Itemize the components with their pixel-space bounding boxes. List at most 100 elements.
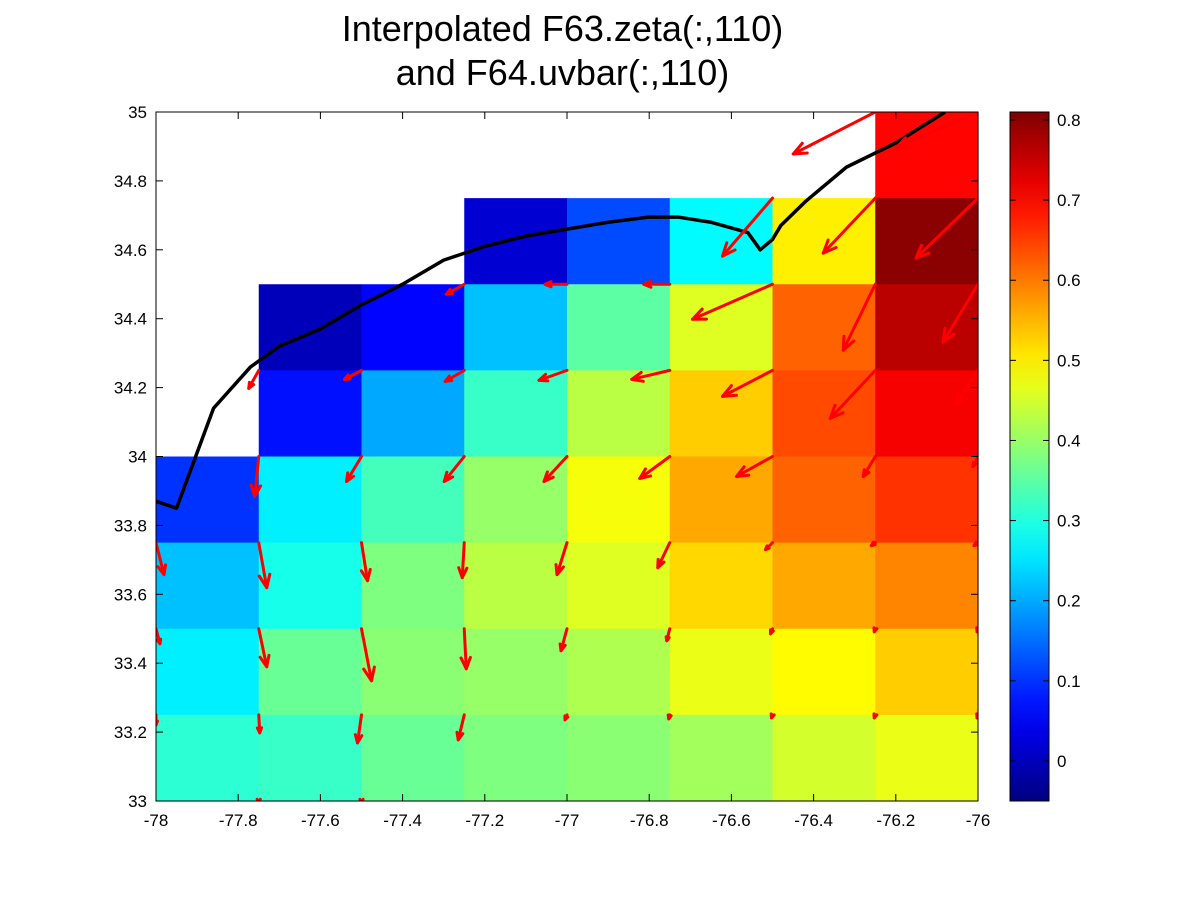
velocity-vector: [249, 455, 263, 498]
velocity-vector: [360, 627, 376, 683]
colorbar-tick-label: 0.5: [1057, 351, 1081, 370]
velocity-vector: [353, 713, 364, 745]
x-tick-label: -77.6: [301, 811, 340, 830]
velocity-vector: [861, 455, 877, 478]
heatmap-cell: [361, 542, 465, 630]
heatmap-cell: [875, 456, 979, 544]
x-tick-label: -76.8: [630, 811, 669, 830]
velocity-vector: [247, 368, 261, 390]
velocity-vector: [954, 368, 978, 407]
velocity-vector: [914, 196, 978, 260]
heatmap-cell: [669, 456, 774, 544]
y-tick-label: 35: [128, 103, 147, 122]
y-tick-label: 34.2: [114, 379, 147, 398]
heatmap-cell: [258, 714, 363, 802]
velocity-vector: [442, 455, 466, 483]
heatmap-cell: [567, 284, 671, 371]
velocity-vector: [443, 368, 466, 383]
x-tick-label: -76: [966, 811, 991, 830]
heatmap-cell: [361, 628, 465, 716]
heatmap-cell: [875, 112, 979, 199]
colorbar-tick-label: 0.2: [1057, 592, 1081, 611]
colorbar-tick-label: 0.1: [1057, 672, 1081, 691]
velocity-vector: [537, 368, 569, 383]
velocity-vector: [459, 627, 472, 671]
heatmap-cell: [772, 714, 876, 802]
heatmap-cell: [772, 542, 876, 630]
velocity-vector: [457, 541, 469, 580]
colorbar-gradient: [1009, 111, 1050, 802]
chart-title-line-1: Interpolated F63.zeta(:,110): [341, 8, 784, 49]
heatmap-cell: [464, 714, 568, 802]
velocity-vector: [444, 282, 466, 296]
y-tick-label: 33.4: [114, 654, 147, 673]
heatmap-cell: [669, 628, 774, 716]
velocity-vector: [735, 455, 774, 478]
x-tick-label: -77.2: [465, 811, 504, 830]
heatmap-cells: [156, 112, 979, 802]
heatmap-cell: [361, 456, 465, 544]
velocity-vector: [721, 368, 774, 398]
heatmap-cell: [361, 284, 465, 371]
y-tick-label: 34: [128, 448, 147, 467]
heatmap-cell: [772, 198, 876, 285]
heatmap-cell: [464, 284, 568, 371]
velocity-vector: [156, 713, 160, 727]
heatmap-cell: [258, 456, 363, 544]
x-tick-label: -77: [555, 811, 580, 830]
heatmap-cell: [669, 284, 774, 371]
heatmap-cell: [875, 714, 979, 802]
velocity-vector: [156, 627, 163, 646]
velocity-vector: [257, 627, 271, 669]
x-tick-label: -77.8: [219, 811, 258, 830]
heatmap-cell: [156, 628, 260, 716]
heatmap-cell: [567, 628, 671, 716]
colorbar-tick-label: 0.4: [1057, 431, 1081, 450]
heatmap-cell: [361, 714, 465, 802]
heatmap-cell: [875, 284, 979, 371]
velocity-vector: [455, 713, 466, 742]
coastline: [156, 112, 947, 510]
heatmap-cell: [567, 714, 671, 802]
heatmap-cell: [669, 714, 774, 802]
heatmap-cell: [258, 284, 363, 371]
colorbar-tick-label: 0.3: [1057, 512, 1081, 531]
colorbar-tick-label: 0: [1057, 752, 1066, 771]
y-axis: 33 33.2 33.4 33.6 33.8 34 34.2 34.4 34.6 34.8 35: [114, 103, 978, 811]
heatmap-cell: [875, 370, 979, 458]
colorbar-tick-label: 0.8: [1057, 111, 1081, 130]
velocity-vector: [638, 455, 672, 480]
heatmap-cell: [772, 628, 876, 716]
velocity-vector: [894, 112, 978, 150]
velocity-vector: [630, 368, 672, 383]
vector-layer: [156, 112, 978, 801]
chart-title-line-2: and F64.uvbar(:,110): [395, 52, 730, 93]
velocity-vector: [554, 541, 569, 577]
velocity-vector: [941, 282, 978, 344]
x-tick-label: -76.2: [876, 811, 915, 830]
velocity-vector: [841, 282, 877, 352]
velocity-vector: [343, 368, 363, 381]
velocity-vector: [972, 540, 978, 548]
heatmap-cell: [464, 542, 568, 630]
velocity-vector: [255, 713, 264, 735]
heatmap-cell: [772, 456, 876, 544]
colorbar-tick-label: 0.7: [1057, 191, 1081, 210]
x-tick-label: -76.4: [794, 811, 833, 830]
x-axis: -78 -77.8 -77.6 -77.4 -77.2 -77 -76.8 -76.6 -76.…: [144, 112, 991, 830]
velocity-vector: [791, 112, 877, 156]
heatmap-cell: [875, 628, 979, 716]
heatmap-cell: [464, 198, 568, 285]
heatmap-cell: [156, 456, 260, 544]
velocity-vector: [721, 196, 774, 258]
velocity-vector: [764, 541, 774, 552]
heatmap-cell: [567, 198, 671, 285]
y-tick-label: 33.8: [114, 516, 147, 535]
heatmap-cell: [567, 456, 671, 544]
velocity-vector: [828, 368, 877, 420]
y-tick-label: 34.6: [114, 241, 147, 260]
heatmap-cell: [567, 370, 671, 458]
velocity-vector: [872, 626, 879, 634]
x-tick-label: -78: [144, 811, 169, 830]
